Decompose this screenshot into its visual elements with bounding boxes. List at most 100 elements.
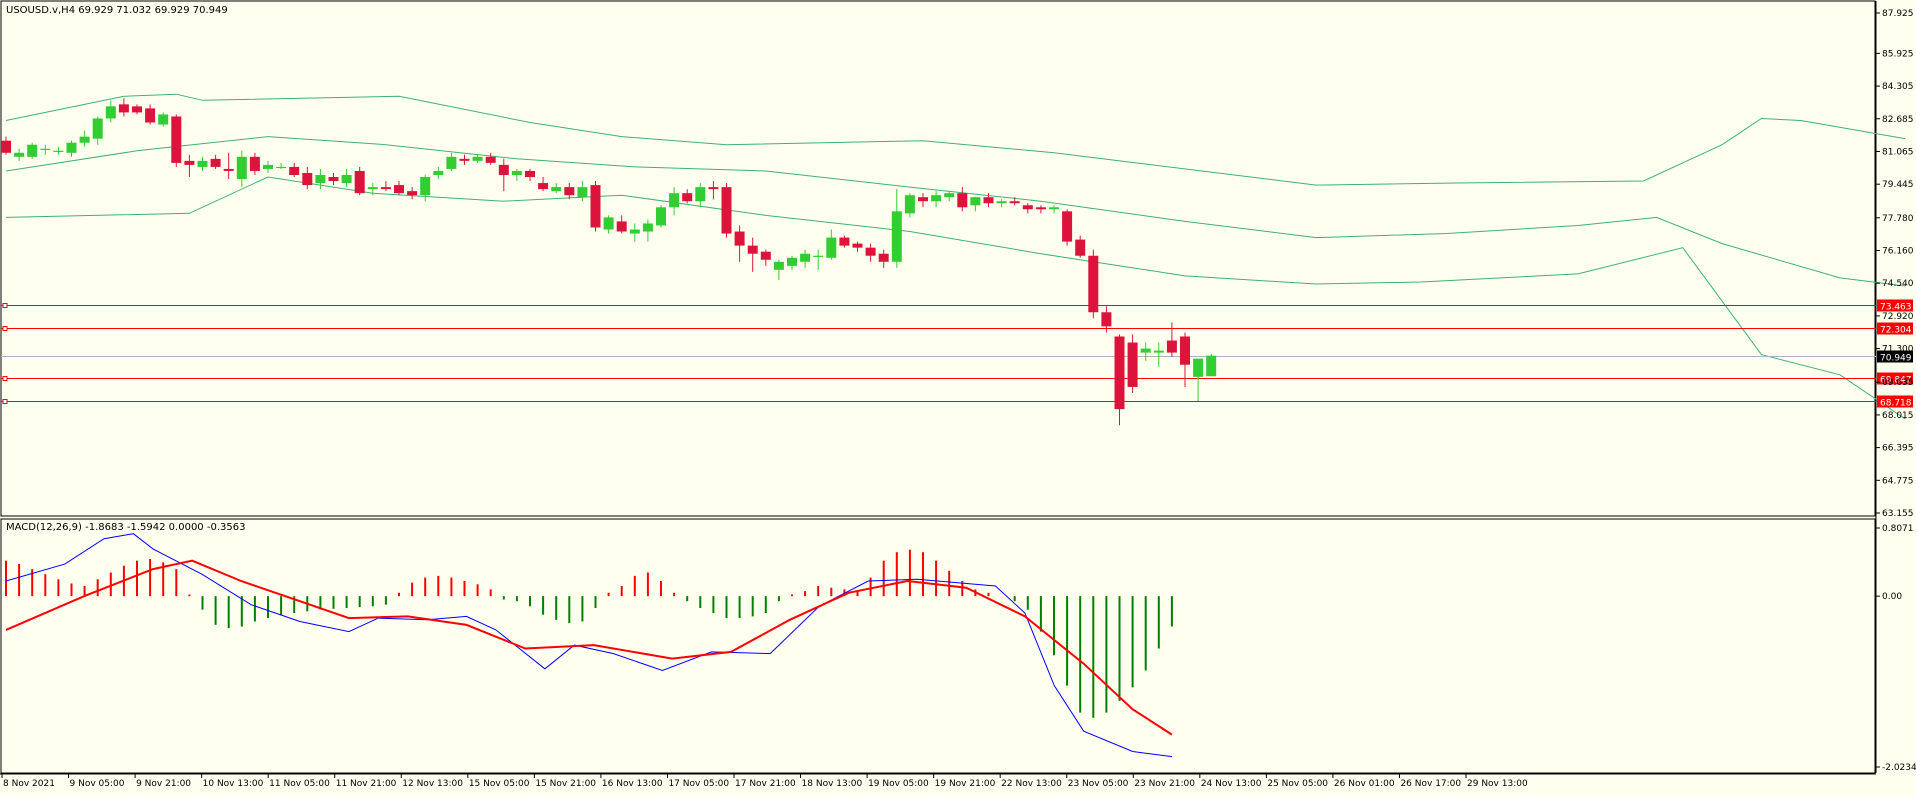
bull-candle [642, 223, 653, 232]
time-tick-label: 17 Nov 05:00 [668, 779, 729, 789]
bull-candle [656, 207, 666, 226]
bear-candle [852, 243, 863, 248]
time-tick-label: 18 Nov 13:00 [802, 779, 863, 789]
price-tick-label: 72.920 [1882, 312, 1914, 322]
bear-candle [132, 106, 142, 113]
macd-pane-frame [0, 518, 1876, 774]
bull-candle [315, 174, 326, 184]
bull-candle [813, 255, 824, 257]
bull-candle [40, 148, 51, 150]
bull-candle [1193, 358, 1204, 377]
bull-candle [800, 253, 811, 262]
candlesticks [1, 98, 1217, 426]
bear-candle [459, 158, 470, 161]
bull-candle [236, 156, 247, 180]
level-price-tag [1877, 322, 1913, 335]
time-tick-label: 24 Nov 13:00 [1201, 779, 1262, 789]
horizontal-level-lines[interactable]: 73.463 72.304 69.847 68.718 70.949 [1, 299, 1913, 409]
price-tick-label: 63.155 [1882, 509, 1914, 519]
price-tick-label: 82.685 [1882, 115, 1914, 125]
bear-candle [380, 187, 391, 190]
current-price-label: 70.949 [1880, 354, 1912, 364]
bear-candle [734, 231, 745, 246]
bull-candle [263, 164, 273, 169]
macd-signal-line [5, 559, 1173, 736]
bull-candle [446, 156, 457, 169]
price-tick-label: 79.445 [1882, 180, 1914, 190]
bear-candle [1166, 340, 1177, 353]
bear-candle [918, 197, 928, 202]
bear-candle [1180, 336, 1190, 365]
price-tick-label: 77.780 [1882, 214, 1914, 224]
level-line-handle[interactable] [2, 303, 8, 308]
price-tick-label: 74.540 [1882, 279, 1914, 289]
level-price-label: 72.304 [1880, 326, 1912, 336]
bull-candle [695, 187, 706, 202]
time-tick-label: 16 Nov 13:00 [602, 779, 663, 789]
bull-candle [79, 136, 90, 143]
bear-candle [616, 221, 627, 232]
time-tick-label: 10 Nov 13:00 [203, 779, 264, 789]
bull-candle [891, 211, 902, 262]
bull-candle [826, 237, 837, 258]
time-tick-label: 15 Nov 21:00 [535, 779, 596, 789]
time-tick-label: 29 Nov 13:00 [1467, 779, 1528, 789]
level-line-handle[interactable] [2, 376, 8, 381]
bull-candle [970, 197, 981, 206]
bull-candle [14, 152, 25, 157]
macd-title: MACD(12,26,9) -1.8683 -1.5942 0.0000 -0.… [6, 522, 245, 533]
price-tick-label: 76.160 [1882, 246, 1914, 256]
level-price-tag [1877, 395, 1913, 408]
bull-candle [944, 193, 955, 198]
bear-candle [1022, 205, 1033, 210]
bear-candle [210, 158, 221, 167]
bull-candle [773, 261, 784, 270]
bear-candle [184, 160, 195, 165]
bull-candle [472, 156, 483, 161]
bull-candle [53, 150, 64, 152]
bear-candle [1062, 211, 1073, 242]
bear-candle [354, 170, 365, 194]
bull-candle [197, 160, 208, 167]
level-line-handle[interactable] [2, 399, 8, 404]
bull-candle [1206, 355, 1217, 377]
time-tick-label: 23 Nov 05:00 [1068, 779, 1129, 789]
bull-candle [158, 114, 169, 125]
bear-candle [878, 253, 889, 262]
bear-candle [485, 156, 496, 163]
macd-tick-label: 0.00 [1882, 592, 1902, 602]
time-tick-label: 22 Nov 13:00 [1001, 779, 1062, 789]
bull-candle [904, 195, 915, 214]
macd-tick-label: -2.0234 [1882, 763, 1916, 773]
time-tick-label: 23 Nov 21:00 [1134, 779, 1195, 789]
time-tick-label: 19 Nov 05:00 [868, 779, 929, 789]
bear-candle [1009, 201, 1020, 204]
bear-candle [839, 237, 850, 246]
bear-candle [721, 187, 732, 234]
bear-candle [1035, 207, 1046, 210]
bear-candle [590, 185, 601, 228]
bear-candle [957, 193, 968, 208]
bull-candle [420, 177, 431, 196]
bull-candle [669, 193, 680, 208]
price-tick-label: 87.925 [1882, 9, 1914, 19]
time-tick-label: 26 Nov 17:00 [1400, 779, 1461, 789]
time-tick-label: 11 Nov 21:00 [336, 779, 397, 789]
current-price-tag [1877, 350, 1913, 363]
price-tick-label: 66.395 [1882, 444, 1914, 454]
bear-candle [682, 193, 693, 202]
bull-candle [105, 106, 116, 119]
bear-candle [145, 108, 156, 123]
time-tick-label: 9 Nov 21:00 [136, 779, 191, 789]
price-tick-label: 68.015 [1882, 411, 1914, 421]
time-tick-label: 8 Nov 2021 [3, 779, 55, 789]
bear-candle [708, 187, 719, 190]
level-line-handle[interactable] [2, 326, 8, 331]
bear-candle [1114, 336, 1125, 410]
bear-candle [1127, 342, 1138, 387]
level-price-label: 68.718 [1880, 399, 1912, 409]
time-tick-label: 19 Nov 21:00 [935, 779, 996, 789]
bear-candle [302, 172, 313, 186]
